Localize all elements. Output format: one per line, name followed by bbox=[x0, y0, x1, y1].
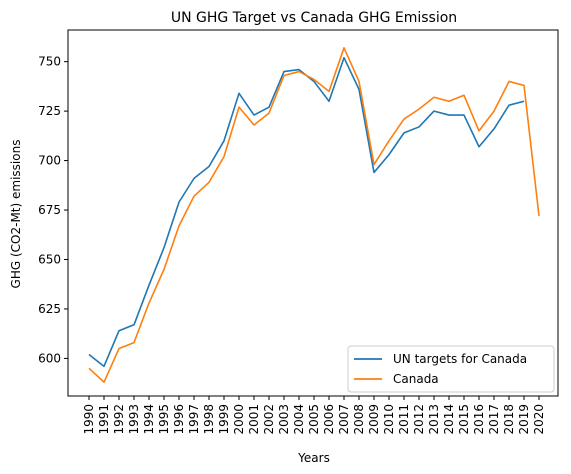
y-tick-label: 675 bbox=[38, 203, 61, 217]
legend-box bbox=[347, 345, 555, 393]
series-line-2 bbox=[88, 47, 540, 383]
series-line-1 bbox=[88, 56, 525, 368]
y-axis-label: GHG (CO2-Mt) emissions bbox=[9, 140, 23, 289]
x-tick-label: 2014 bbox=[442, 404, 456, 435]
plot-area bbox=[88, 47, 540, 383]
x-tick-label: 2020 bbox=[532, 404, 546, 435]
y-tick-label: 600 bbox=[38, 351, 61, 365]
x-axis: 1990 1991 1992 1993 1994 1995 1996 1997 1998 1999… bbox=[82, 396, 546, 435]
x-axis-label: Years bbox=[297, 451, 330, 465]
x-tick-label: 1992 bbox=[112, 404, 126, 435]
x-tick-label: 1993 bbox=[127, 404, 141, 435]
y-tick-label: 725 bbox=[38, 104, 61, 118]
legend-entry: UN targets for Canada bbox=[393, 352, 527, 366]
x-tick-label: 1999 bbox=[217, 404, 231, 435]
y-tick-label: 625 bbox=[38, 302, 61, 316]
legend: UN targets for Canada Canada bbox=[347, 345, 555, 393]
y-axis: 600 625 650 675 700 725 750 bbox=[38, 55, 68, 365]
x-tick-label: 2017 bbox=[487, 404, 501, 435]
x-tick-label: 2012 bbox=[412, 404, 426, 435]
x-tick-label: 2006 bbox=[322, 404, 336, 435]
x-tick-label: 2004 bbox=[292, 404, 306, 435]
x-tick-label: 2018 bbox=[502, 404, 516, 435]
x-tick-label: 2007 bbox=[337, 404, 351, 435]
x-tick-label: 1997 bbox=[187, 404, 201, 435]
x-tick-label: 2003 bbox=[277, 404, 291, 435]
x-tick-label: 1995 bbox=[157, 404, 171, 435]
legend-entry: Canada bbox=[393, 372, 439, 386]
x-tick-label: 1991 bbox=[97, 404, 111, 435]
x-tick-label: 2016 bbox=[472, 404, 486, 435]
x-tick-label: 1994 bbox=[142, 404, 156, 435]
x-tick-label: 2010 bbox=[382, 404, 396, 435]
y-tick-label: 750 bbox=[38, 55, 61, 69]
y-tick-label: 700 bbox=[38, 154, 61, 168]
chart-title: UN GHG Target vs Canada GHG Emission bbox=[171, 10, 457, 26]
x-tick-label: 2015 bbox=[457, 404, 471, 435]
x-tick-label: 2008 bbox=[352, 404, 366, 435]
x-tick-label: 2000 bbox=[232, 404, 246, 435]
x-tick-label: 1990 bbox=[82, 404, 96, 435]
x-tick-label: 2001 bbox=[247, 404, 261, 435]
plot-frame bbox=[67, 29, 559, 397]
x-tick-label: 2002 bbox=[262, 404, 276, 435]
x-tick-label: 2019 bbox=[517, 404, 531, 435]
x-tick-label: 2011 bbox=[397, 404, 411, 435]
x-tick-label: 2005 bbox=[307, 404, 321, 435]
x-tick-label: 2009 bbox=[367, 404, 381, 435]
x-tick-label: 2013 bbox=[427, 404, 441, 435]
x-tick-label: 1996 bbox=[172, 404, 186, 435]
x-tick-label: 1998 bbox=[202, 404, 216, 435]
y-tick-label: 650 bbox=[38, 252, 61, 266]
